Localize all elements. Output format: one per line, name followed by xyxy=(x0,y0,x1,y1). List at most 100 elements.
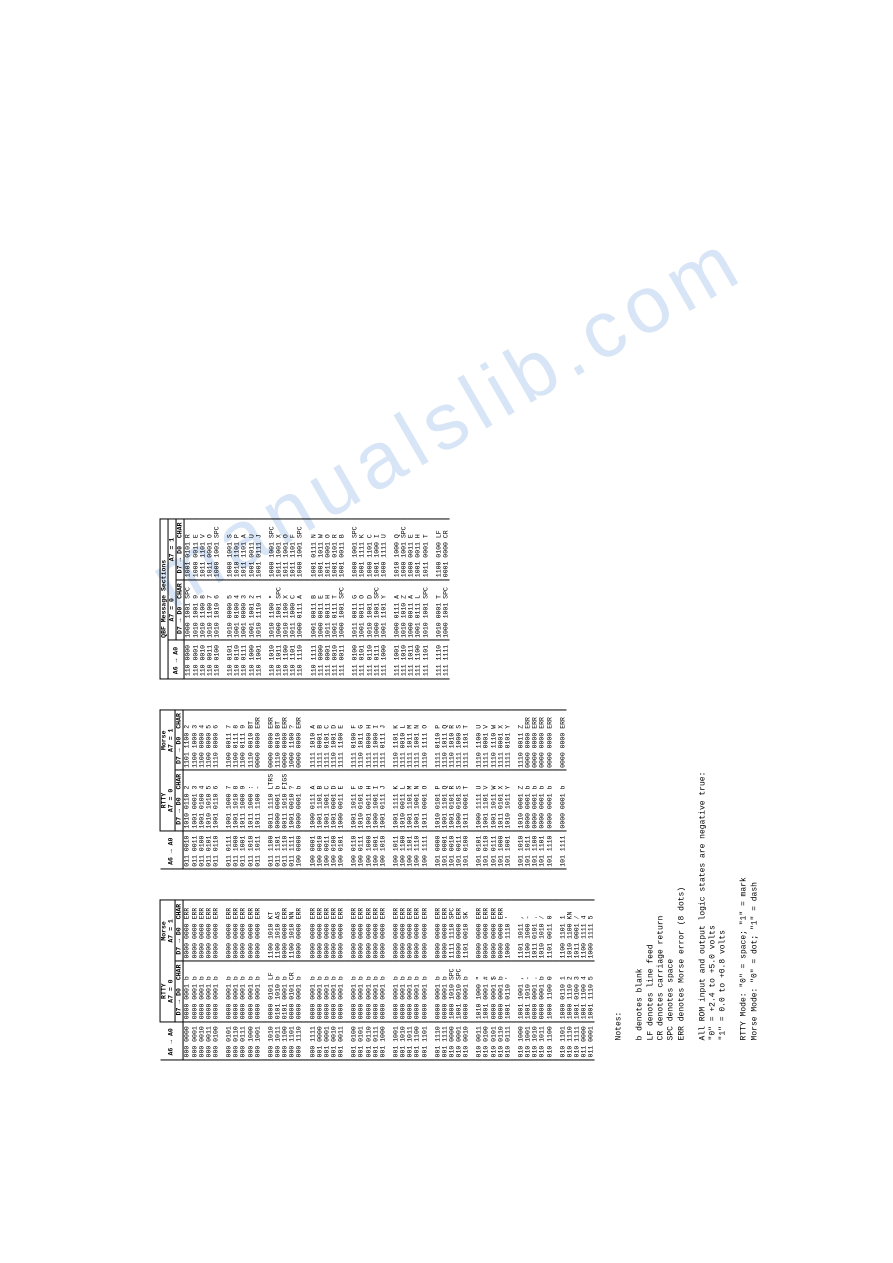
cell-char: 2 xyxy=(183,770,191,791)
cell-char: b xyxy=(205,961,212,982)
cell-data: 1001 1110 xyxy=(588,982,595,1022)
cell-char: ERR xyxy=(358,900,365,921)
cell-char: H xyxy=(365,770,372,791)
cell-data: 1111 0000 xyxy=(365,731,372,771)
table-row: 011 01001001 010041100 00004 xyxy=(198,710,205,870)
cell-addr: 010 0011 xyxy=(476,1022,483,1060)
cell-char: SPC xyxy=(442,580,449,601)
cell-data: 0000 0001 xyxy=(372,982,379,1022)
cell-char: SPC xyxy=(339,580,346,601)
cell-addr: 100 1011 xyxy=(392,831,399,869)
cell-data: 1010 1100 xyxy=(268,601,275,641)
table-row: 010 00111010 1000"0000 0000ERR xyxy=(476,900,483,1060)
table-row: 001 10000000 0001b0000 0000ERR xyxy=(379,900,386,1060)
cell-addr: 001 0010 xyxy=(330,1022,337,1060)
cell-data: 1111 0101 xyxy=(323,731,330,771)
cell-char: A xyxy=(408,580,415,601)
cell-data: 0000 0000 xyxy=(240,921,247,961)
cell-addr: 101 1100 xyxy=(532,831,539,869)
cell-data: 0000 0000 xyxy=(213,921,220,961)
cell-char: G xyxy=(358,770,365,791)
cell-char: D xyxy=(330,710,337,731)
table-row: 100 00101001 1101B1111 0001B xyxy=(316,710,323,870)
cell-char: 9 xyxy=(240,710,247,731)
cell-char: b xyxy=(198,961,205,982)
cell-addr: 011 0011 xyxy=(191,831,198,869)
cell-data: 1111 0111 xyxy=(379,731,386,771)
cell-data: 1010 0000 xyxy=(227,601,234,641)
cell-char: ? xyxy=(289,710,296,731)
cell-char: , xyxy=(518,900,525,921)
cell-char: ' xyxy=(504,900,511,921)
cell-char: P xyxy=(234,519,241,540)
cell-char: U xyxy=(380,519,387,540)
cell-char: ERR xyxy=(213,900,220,921)
cell-data: 1001 0111 xyxy=(255,540,262,580)
cell-data: 1001 0111 xyxy=(379,791,386,831)
cell-char: N xyxy=(414,770,421,791)
cell-data: 0000 0001 xyxy=(323,982,330,1022)
cell-char: b xyxy=(365,961,372,982)
cell-char: b xyxy=(421,961,428,982)
cell-char: X xyxy=(283,580,290,601)
cell-addr: 010 1000 xyxy=(518,1022,525,1060)
cell-char: R xyxy=(331,519,338,540)
cell-char: 3 xyxy=(191,710,198,731)
cell-data: 0000 0101 xyxy=(289,982,296,1022)
cell-char: SPC xyxy=(268,519,275,540)
cell-addr: 101 0111 xyxy=(490,831,497,869)
table-row: 110 00101010 110081011 1101V xyxy=(199,519,206,679)
cell-data: 1001 1011 xyxy=(351,791,358,831)
cell-addr: 110 0000 xyxy=(184,640,192,678)
cell-addr: 101 1010 xyxy=(518,831,525,869)
cell-data: 1110 1100 xyxy=(476,731,483,771)
cell-addr: 110 1010 xyxy=(268,640,275,678)
cell-char: KT xyxy=(267,900,274,921)
cell-char: b xyxy=(254,961,261,982)
cell-data: 1001 0110 xyxy=(213,791,220,831)
table-row: 001 00110000 0001b0000 0000ERR xyxy=(338,900,345,1060)
cell-char: ERR xyxy=(379,900,386,921)
cell-char: ERR xyxy=(226,900,233,921)
table-row: 100 01011000 0011E1111 1100E xyxy=(338,710,345,870)
cell-addr: 110 1110 xyxy=(297,640,304,678)
cell-addr: 101 0011 xyxy=(456,831,463,869)
cell-addr: 100 1001 xyxy=(372,831,379,869)
cell-addr: 110 1001 xyxy=(255,640,262,678)
cell-char: SPC xyxy=(456,961,463,982)
cell-addr: 001 1010 xyxy=(400,1022,407,1060)
cell-char: b xyxy=(226,961,233,982)
cell-addr: 010 1111 xyxy=(574,1022,581,1060)
cell-data: 1111 1010 xyxy=(309,731,316,771)
cell-addr: 110 0101 xyxy=(227,640,234,678)
table-row: 101 01111001 1011W1110 1110W xyxy=(490,710,497,870)
cell-data: 1110 0011 xyxy=(518,731,525,771)
cell-data: 1111 1100 xyxy=(338,731,345,771)
cell-data: 1000 1001 xyxy=(184,601,192,641)
cell-data: 1001 1001 xyxy=(323,791,330,831)
cell-data: 1111 0001 xyxy=(497,731,504,771)
cell-data: 1001 0001 xyxy=(330,791,337,831)
cell-char: ERR xyxy=(330,900,337,921)
table-row: 111 01111000 1001SPC1001 1000I xyxy=(373,519,380,679)
cell-char: LTRS xyxy=(267,770,274,791)
cell-char: b xyxy=(392,961,399,982)
cell-char: C xyxy=(290,580,297,601)
cell-addr: 000 0001 xyxy=(191,1022,198,1060)
cell-data: 0000 0000 xyxy=(392,921,399,961)
cell-data: 1001 0100 xyxy=(198,791,205,831)
cell-char: 0 xyxy=(546,900,553,921)
cell-char: J xyxy=(255,519,262,540)
cell-data: 1011 0011 xyxy=(352,601,359,641)
cell-data: 1010 1100 xyxy=(199,601,206,641)
cell-char: X xyxy=(276,519,283,540)
cell-char: T xyxy=(422,519,429,540)
cell-char: b xyxy=(400,961,407,982)
table-row: 100 11011001 1101M1111 1011M xyxy=(407,710,414,870)
cell-data: 0000 0000 xyxy=(434,921,441,961)
note-def: LF denotes line feed xyxy=(646,0,656,1040)
cell-data: 0000 0000 xyxy=(254,921,261,961)
cell-char: ERR xyxy=(296,710,303,731)
section-header: A7 = 0 xyxy=(168,580,176,641)
cell-data: 1001 1111 xyxy=(392,791,399,831)
